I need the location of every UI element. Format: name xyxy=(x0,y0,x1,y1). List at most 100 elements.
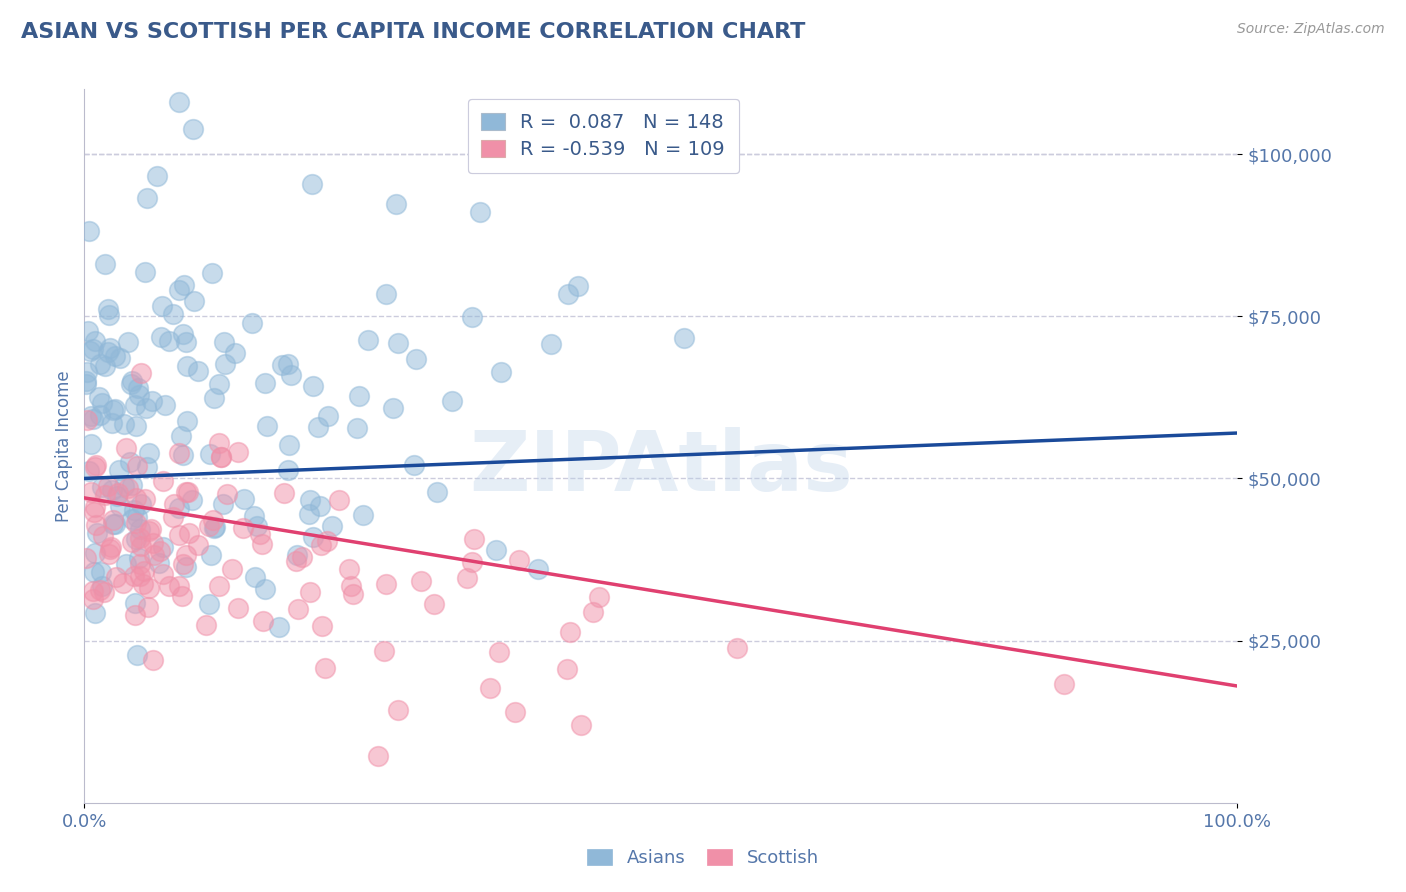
Point xyxy=(169,283,191,297)
Point xyxy=(271,358,294,372)
Point xyxy=(342,586,364,600)
Point xyxy=(172,326,194,341)
Point xyxy=(290,550,312,565)
Point xyxy=(273,486,295,500)
Point xyxy=(125,516,148,530)
Point xyxy=(76,413,98,427)
Point xyxy=(340,579,363,593)
Point xyxy=(672,331,695,345)
Point xyxy=(134,564,156,578)
Point xyxy=(297,507,319,521)
Point xyxy=(246,519,269,533)
Point xyxy=(352,508,374,523)
Point xyxy=(567,278,589,293)
Point xyxy=(226,445,249,459)
Point xyxy=(98,342,121,356)
Point xyxy=(129,522,152,536)
Point xyxy=(195,618,218,632)
Point xyxy=(142,653,165,667)
Point xyxy=(128,558,150,572)
Text: ZIPAtlas: ZIPAtlas xyxy=(468,427,853,508)
Point xyxy=(488,645,510,659)
Point xyxy=(252,615,274,629)
Point xyxy=(138,581,160,595)
Point xyxy=(725,640,748,655)
Point xyxy=(212,497,235,511)
Point xyxy=(114,557,136,571)
Point xyxy=(232,491,254,506)
Point xyxy=(101,417,124,431)
Point xyxy=(167,95,190,110)
Point xyxy=(315,534,337,549)
Point xyxy=(560,625,582,640)
Point xyxy=(1053,677,1076,691)
Point xyxy=(110,351,132,366)
Point xyxy=(97,301,120,316)
Point xyxy=(101,517,124,532)
Point xyxy=(94,257,117,271)
Point xyxy=(82,591,104,606)
Point xyxy=(569,717,592,731)
Point xyxy=(208,579,231,593)
Point xyxy=(84,546,107,560)
Point xyxy=(508,553,530,567)
Point xyxy=(84,500,107,515)
Point xyxy=(104,349,127,363)
Point xyxy=(91,480,114,494)
Point xyxy=(108,500,131,514)
Point xyxy=(385,197,408,211)
Point xyxy=(243,570,266,584)
Point xyxy=(197,597,219,611)
Point xyxy=(208,376,231,391)
Point xyxy=(382,401,405,415)
Point xyxy=(80,409,103,423)
Point xyxy=(75,377,97,392)
Point xyxy=(402,458,425,472)
Point xyxy=(141,393,163,408)
Point xyxy=(557,286,579,301)
Point xyxy=(202,513,225,527)
Point xyxy=(463,532,485,546)
Point xyxy=(167,446,190,460)
Point xyxy=(373,644,395,658)
Point xyxy=(83,565,105,579)
Point xyxy=(285,549,308,563)
Point xyxy=(108,463,131,477)
Point xyxy=(287,602,309,616)
Point xyxy=(149,543,172,558)
Point xyxy=(214,357,236,371)
Point xyxy=(86,526,108,541)
Point xyxy=(309,499,332,513)
Point xyxy=(375,576,398,591)
Point xyxy=(135,191,157,205)
Point xyxy=(97,345,120,359)
Point xyxy=(250,536,273,550)
Point xyxy=(314,661,336,675)
Point xyxy=(180,492,202,507)
Point xyxy=(582,605,605,619)
Point xyxy=(101,403,124,417)
Point xyxy=(181,122,204,136)
Point xyxy=(172,558,194,572)
Point xyxy=(177,484,200,499)
Point xyxy=(309,538,332,552)
Point xyxy=(93,584,115,599)
Point xyxy=(127,381,149,395)
Point xyxy=(77,464,100,478)
Point xyxy=(157,334,180,348)
Point xyxy=(89,357,111,371)
Point xyxy=(555,662,578,676)
Legend: R =  0.087   N = 148, R = -0.539   N = 109: R = 0.087 N = 148, R = -0.539 N = 109 xyxy=(468,99,738,173)
Point xyxy=(112,576,135,591)
Point xyxy=(150,299,173,313)
Point xyxy=(187,364,209,378)
Point xyxy=(254,376,277,391)
Point xyxy=(311,619,333,633)
Point xyxy=(169,579,191,593)
Point xyxy=(80,484,103,499)
Point xyxy=(540,336,562,351)
Point xyxy=(215,487,238,501)
Point xyxy=(440,394,463,409)
Point xyxy=(91,579,114,593)
Point xyxy=(200,447,222,461)
